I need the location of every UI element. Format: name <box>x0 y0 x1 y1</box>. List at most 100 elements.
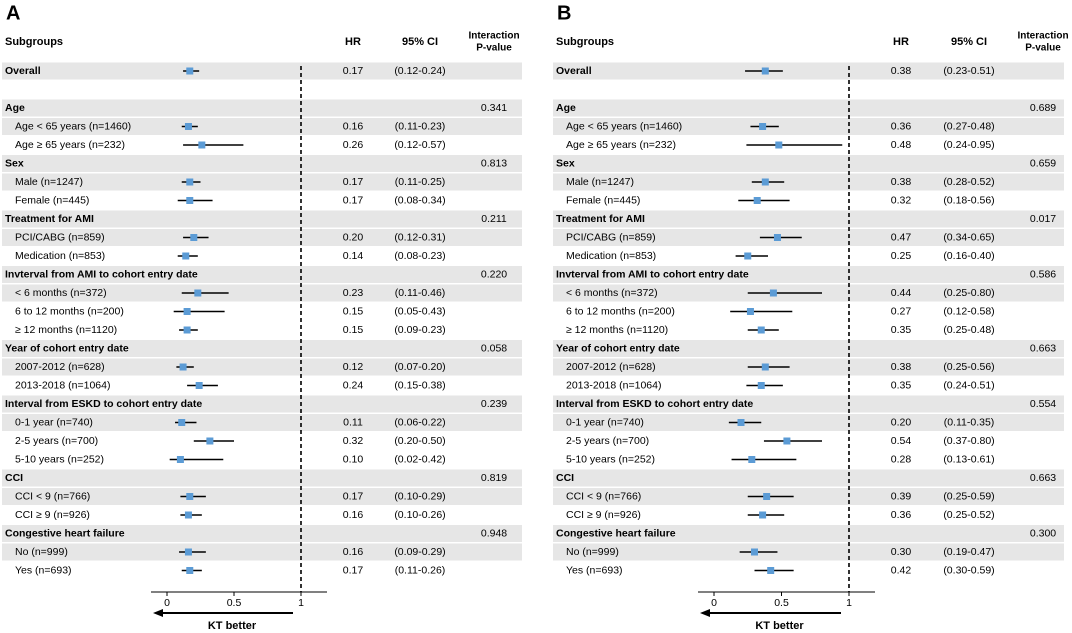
subgroup-label: CCI ≥ 9 (n=926) <box>15 509 90 521</box>
x-axis-label: KT better <box>755 620 804 632</box>
hr-value: 0.26 <box>343 139 364 151</box>
kt-better-arrowhead <box>700 609 710 617</box>
hr-point <box>186 493 194 500</box>
overall-label: Overall <box>5 65 41 77</box>
hr-value: 0.44 <box>891 287 912 299</box>
group-heading: Interval from ESKD to cohort entry date <box>556 398 753 410</box>
hr-point <box>737 419 745 426</box>
group-heading: CCI <box>556 472 574 484</box>
interaction-p-value: 0.341 <box>481 102 507 114</box>
hr-point <box>183 308 191 315</box>
overall-label: Overall <box>556 65 592 77</box>
group-heading: Invterval from AMI to cohort entry date <box>556 268 749 280</box>
ci-value: (0.25-0.48) <box>943 324 994 336</box>
hr-value: 0.15 <box>343 305 364 317</box>
header-subgroups: Subgroups <box>5 36 63 48</box>
ci-value: (0.05-0.43) <box>394 305 445 317</box>
hr-value: 0.20 <box>891 416 912 428</box>
row-stripe <box>2 118 522 135</box>
subgroup-label: PCI/CABG (n=859) <box>566 231 656 243</box>
ci-value: (0.08-0.34) <box>394 194 445 206</box>
hr-value: 0.38 <box>891 176 912 188</box>
hr-point <box>183 326 191 334</box>
hr-value: 0.25 <box>891 250 912 262</box>
x-tick-label: 0.5 <box>227 597 242 609</box>
ci-value: (0.06-0.22) <box>394 416 445 428</box>
subgroup-label: CCI ≥ 9 (n=926) <box>566 509 641 521</box>
subgroup-label: 2-5 years (n=700) <box>566 435 649 447</box>
row-stripe <box>553 340 1064 357</box>
group-heading: Age <box>556 102 576 114</box>
hr-value: 0.20 <box>343 231 364 243</box>
hr-point <box>773 234 781 241</box>
hr-value: 0.12 <box>343 361 364 373</box>
row-stripe <box>553 118 1064 135</box>
subgroup-label: 2-5 years (n=700) <box>15 435 98 447</box>
hr-point <box>753 197 761 204</box>
hr-value: 0.32 <box>343 435 364 447</box>
ci-value: (0.11-0.25) <box>395 176 446 188</box>
subgroup-label: Male (n=1247) <box>566 176 634 188</box>
header-hr: HR <box>893 36 909 48</box>
panel-label: B <box>557 2 571 24</box>
x-tick-label: 0 <box>164 597 170 609</box>
subgroup-label: 2007-2012 (n=628) <box>566 361 656 373</box>
row-stripe <box>553 488 1064 505</box>
header-interaction: Interaction <box>1017 31 1068 42</box>
row-stripe <box>553 525 1064 542</box>
hr-value: 0.16 <box>343 120 364 132</box>
ci-value: (0.11-0.46) <box>395 287 446 299</box>
ci-value: (0.25-0.59) <box>943 490 994 502</box>
hr-point <box>761 363 769 371</box>
group-heading: Treatment for AMI <box>5 213 94 225</box>
row-stripe <box>2 358 522 376</box>
subgroup-label: 6 to 12 months (n=200) <box>566 305 675 317</box>
hr-value: 0.16 <box>343 546 364 558</box>
x-tick-label: 0.5 <box>774 597 789 609</box>
hr-value: 0.17 <box>343 176 364 188</box>
hr-point <box>757 326 765 334</box>
group-heading: CCI <box>5 472 23 484</box>
ci-value: (0.07-0.20) <box>394 361 445 373</box>
ci-value: (0.25-0.56) <box>943 361 994 373</box>
row-stripe <box>553 62 1064 80</box>
hr-value: 0.30 <box>891 546 912 558</box>
hr-point <box>195 382 203 389</box>
hr-point <box>184 511 192 519</box>
hr-value: 0.47 <box>891 231 912 243</box>
group-heading: Sex <box>556 157 575 169</box>
ci-value: (0.12-0.31) <box>394 231 445 243</box>
ci-value: (0.15-0.38) <box>394 379 445 391</box>
header-ci: 95% CI <box>402 36 438 48</box>
row-stripe <box>553 395 1064 413</box>
row-stripe <box>553 229 1064 246</box>
ci-value: (0.20-0.50) <box>394 435 445 447</box>
subgroup-label: 2007-2012 (n=628) <box>15 361 105 373</box>
hr-point <box>176 456 184 463</box>
hr-point <box>757 382 765 389</box>
subgroup-label: < 6 months (n=372) <box>15 287 107 299</box>
hr-point <box>748 456 756 463</box>
subgroup-label: Age < 65 years (n=1460) <box>15 120 131 132</box>
interaction-p-value: 0.300 <box>1030 527 1056 539</box>
group-heading: Age <box>5 102 25 114</box>
hr-point <box>184 123 192 130</box>
ci-value: (0.37-0.80) <box>943 435 994 447</box>
ci-value: (0.24-0.95) <box>943 139 994 151</box>
ci-value: (0.08-0.23) <box>394 250 445 262</box>
subgroup-label: Medication (n=853) <box>566 250 656 262</box>
x-tick-label: 0 <box>711 597 717 609</box>
ci-value: (0.11-0.26) <box>395 564 446 576</box>
subgroup-label: No (n=999) <box>566 546 619 558</box>
subgroup-label: Female (n=445) <box>566 194 640 206</box>
ci-value: (0.28-0.52) <box>943 176 994 188</box>
subgroup-label: Yes (n=693) <box>566 564 623 576</box>
subgroup-label: CCI < 9 (n=766) <box>566 490 641 502</box>
x-tick-label: 1 <box>298 597 304 609</box>
hr-point <box>769 289 777 297</box>
hr-value: 0.14 <box>343 250 364 262</box>
hr-point <box>744 252 752 260</box>
ci-value: (0.16-0.40) <box>943 250 994 262</box>
